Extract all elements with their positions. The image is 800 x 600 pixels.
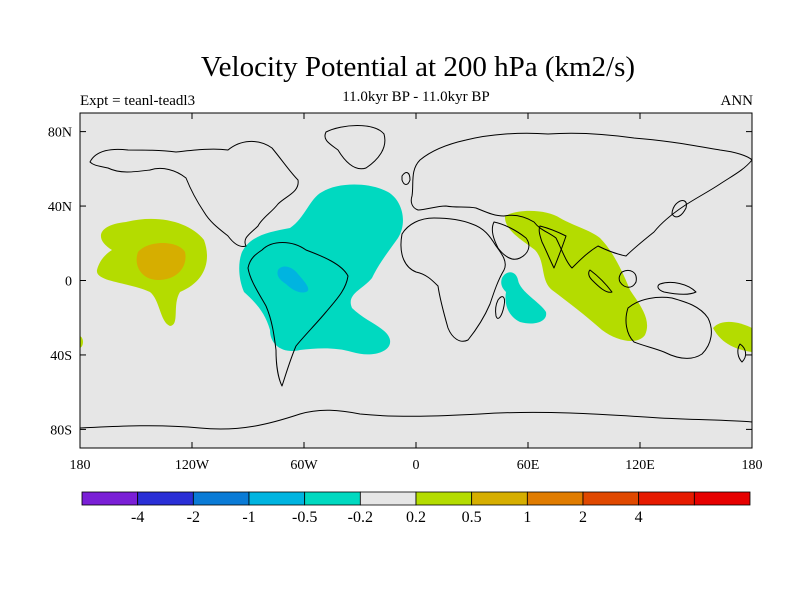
colorbar-swatch xyxy=(192,491,250,506)
lat-tick-label: 40N xyxy=(48,200,72,215)
colorbar-label: 0.2 xyxy=(406,509,426,526)
lon-tick-label: 180 xyxy=(742,458,763,473)
coastline-eurasia xyxy=(410,132,752,269)
contour-atlantic-negative xyxy=(239,184,403,355)
colorbar-swatch xyxy=(526,491,584,506)
coastline-africa xyxy=(400,217,506,342)
coastline-antarctica xyxy=(80,409,752,430)
colorbar-swatch xyxy=(81,491,139,506)
coastline-borneo xyxy=(618,269,637,288)
contour-tasman-positive xyxy=(713,321,752,352)
lat-tick-label: 0 xyxy=(65,275,72,290)
colorbar-label: 4 xyxy=(635,509,643,526)
colorbar-label: -1 xyxy=(242,509,255,526)
coastline-arabia xyxy=(491,221,530,260)
season-label: ANN xyxy=(720,93,754,109)
lon-tick-label: 120W xyxy=(175,458,210,473)
coastline-india xyxy=(538,225,567,269)
colorbar-swatch xyxy=(693,491,751,506)
map-title: Velocity Potential at 200 hPa (km2/s) xyxy=(200,51,636,83)
colorbar-swatch xyxy=(582,491,640,506)
colorbar-swatch xyxy=(304,491,361,506)
colorbar-label: -4 xyxy=(131,509,144,526)
lon-tick-label: 180 xyxy=(70,458,91,473)
contour-indian-ocean-positive xyxy=(504,210,648,342)
experiment-label: Expt = teanl-teadl3 xyxy=(80,93,196,109)
coastline-north-america xyxy=(89,141,299,247)
lon-tick-label: 60E xyxy=(517,458,540,473)
colorbar-label: 1 xyxy=(523,509,531,526)
contour-pacific-core xyxy=(136,243,186,280)
coastline-australia xyxy=(625,296,712,359)
colorbar-swatch xyxy=(415,491,473,506)
map-subtitle: 11.0kyr BP - 11.0kyr BP xyxy=(342,89,490,105)
lon-tick-label: 60W xyxy=(290,458,318,473)
contour-madagascar-negative xyxy=(501,272,547,324)
colorbar-swatch xyxy=(359,491,417,506)
colorbar-label: 0.5 xyxy=(462,509,482,526)
colorbar-label: 2 xyxy=(579,509,587,526)
coastline-sumatra xyxy=(588,269,613,293)
lon-tick-label: 120E xyxy=(625,458,655,473)
contour-amazon-core xyxy=(277,266,309,293)
coastline-greenland xyxy=(324,125,386,170)
coastline-madagascar xyxy=(495,296,505,319)
colorbar: -4 -2 -1 -0.5 -0.2 0.2 0.5 1 2 4 xyxy=(81,491,751,526)
contour-sw-edge-positive xyxy=(80,336,83,348)
latitude-axis: 80N 40N 0 40S 80S xyxy=(48,126,752,438)
colorbar-swatch xyxy=(248,491,306,506)
colorbar-swatch xyxy=(638,491,695,506)
coastline-south-america xyxy=(247,242,349,387)
longitude-axis: 180 120W 60W 0 60E 120E 180 xyxy=(70,113,763,473)
lon-tick-label: 0 xyxy=(413,458,420,473)
lat-tick-label: 80S xyxy=(50,423,72,438)
colorbar-label: -2 xyxy=(187,509,200,526)
coastline-new-guinea xyxy=(657,281,697,295)
colorbar-label: -0.5 xyxy=(292,509,317,526)
coastline-new-zealand xyxy=(737,343,747,363)
lat-tick-label: 40S xyxy=(50,349,72,364)
coastlines xyxy=(80,125,752,430)
colorbar-swatch xyxy=(471,491,528,506)
colorbar-label: -0.2 xyxy=(348,509,373,526)
colorbar-swatch xyxy=(137,491,194,506)
coastline-japan xyxy=(671,200,687,218)
coastline-british-isles xyxy=(401,172,411,185)
lat-tick-label: 80N xyxy=(48,126,72,141)
